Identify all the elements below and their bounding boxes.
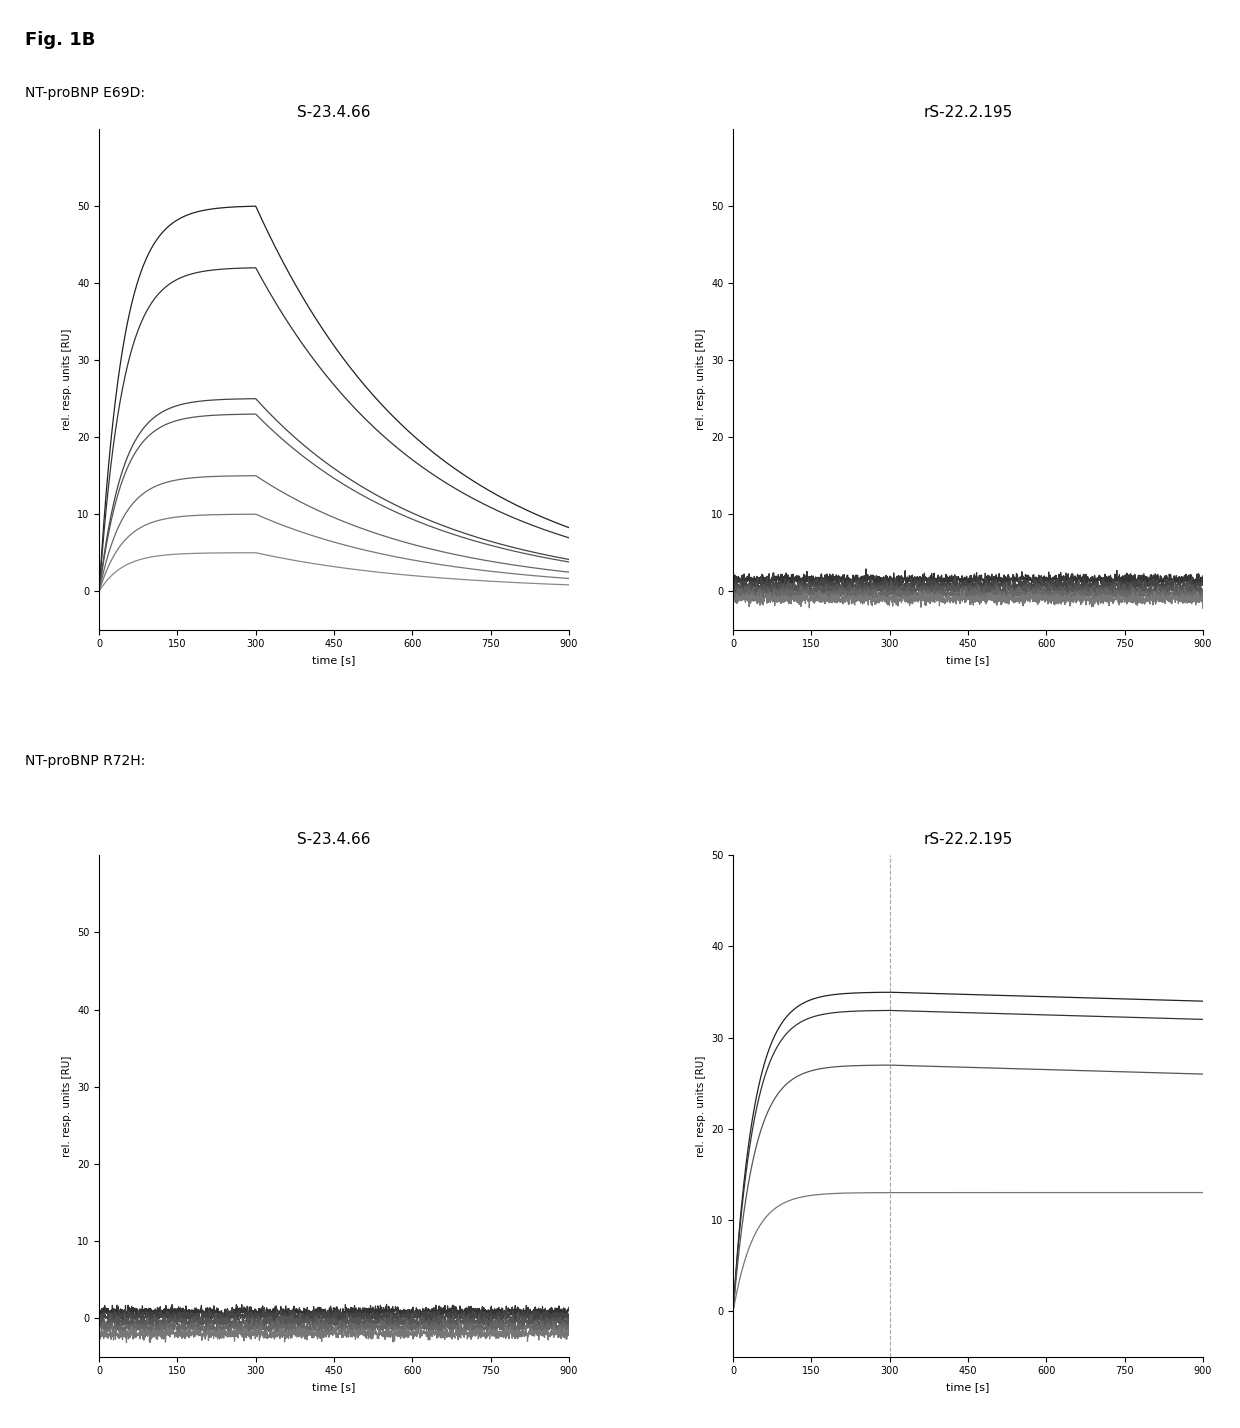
Title: S-23.4.66: S-23.4.66 xyxy=(298,833,371,847)
Y-axis label: rel. resp. units [RU]: rel. resp. units [RU] xyxy=(696,328,706,430)
Y-axis label: rel. resp. units [RU]: rel. resp. units [RU] xyxy=(696,1055,706,1157)
X-axis label: time [s]: time [s] xyxy=(312,655,356,665)
Text: Fig. 1B: Fig. 1B xyxy=(25,31,95,50)
Title: rS-22.2.195: rS-22.2.195 xyxy=(924,106,1013,120)
Y-axis label: rel. resp. units [RU]: rel. resp. units [RU] xyxy=(62,328,72,430)
Text: NT-proBNP E69D:: NT-proBNP E69D: xyxy=(25,86,145,100)
X-axis label: time [s]: time [s] xyxy=(946,1382,990,1392)
X-axis label: time [s]: time [s] xyxy=(946,655,990,665)
Y-axis label: rel. resp. units [RU]: rel. resp. units [RU] xyxy=(62,1055,72,1157)
X-axis label: time [s]: time [s] xyxy=(312,1382,356,1392)
Title: rS-22.2.195: rS-22.2.195 xyxy=(924,833,1013,847)
Title: S-23.4.66: S-23.4.66 xyxy=(298,106,371,120)
Text: NT-proBNP R72H:: NT-proBNP R72H: xyxy=(25,754,145,768)
